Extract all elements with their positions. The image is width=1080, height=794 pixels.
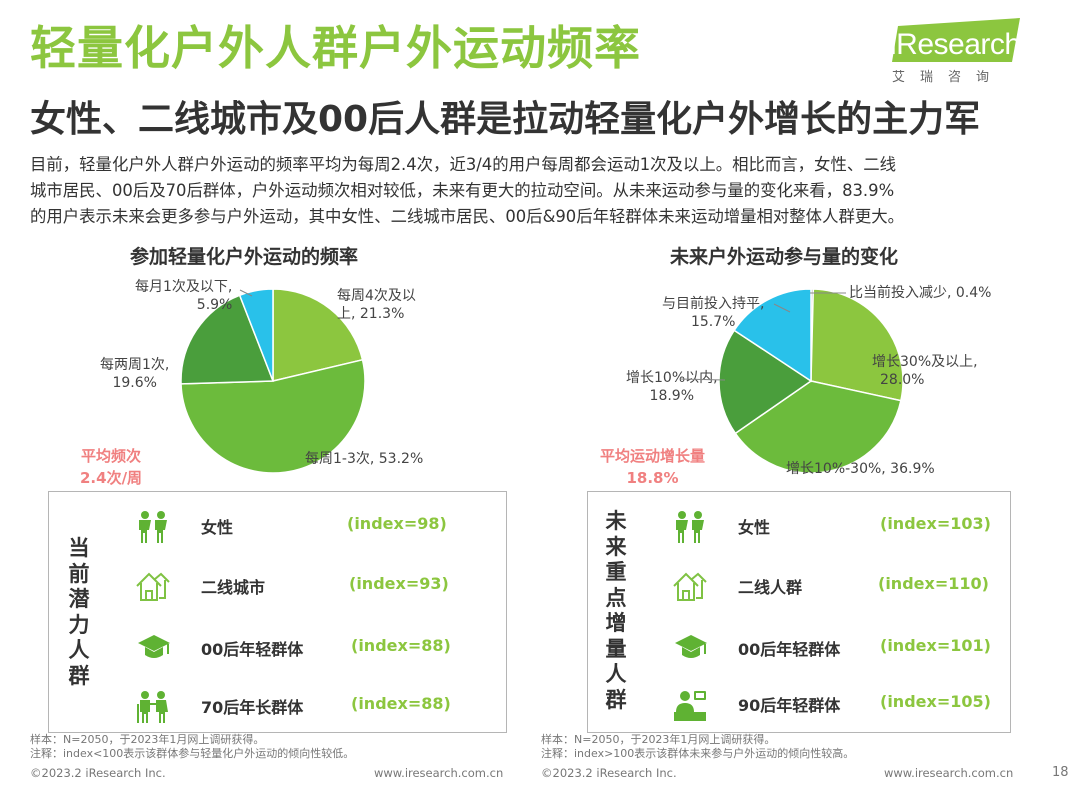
- women-icon: [676, 511, 704, 543]
- list-item: 70后年长群体 (index=88): [49, 690, 506, 723]
- group-label: 女性: [201, 518, 234, 537]
- group-label: 00后年轻群体: [738, 640, 841, 659]
- list-item: 90后年轻群体 (index=105): [588, 688, 1010, 721]
- intro-line: 的用户表示未来会更多参与户外运动，其中女性、二线城市居民、00后&90后年轻群体…: [30, 207, 905, 226]
- group-index: (index=103): [880, 514, 991, 533]
- page-number: 18: [1052, 765, 1069, 780]
- current-potential-panel: 当 前 潜 力 人 群 女性 (index=98) 二线城市 (index=93…: [48, 491, 507, 733]
- panel-vertical-title: 未 来 重 点 增 量 人 群: [605, 509, 627, 712]
- footer-url[interactable]: www.iresearch.com.cn: [884, 766, 1014, 780]
- iresearch-logo: iResearch 艾瑞咨询: [884, 18, 1026, 85]
- group-index: (index=88): [351, 636, 451, 655]
- slice-label: 每周4次及以 上, 21.3%: [337, 288, 416, 322]
- future-pie-chart: [718, 288, 904, 474]
- group-label: 90后年轻群体: [738, 696, 841, 715]
- list-item: 二线人群 (index=110): [588, 570, 1010, 601]
- pie-slice: [734, 380, 902, 474]
- slice-label: 每月1次及以下, 5.9%: [135, 279, 233, 313]
- average-growth-annotation: 平均运动增长量 18.8%: [600, 447, 706, 487]
- leader-line: [773, 303, 791, 313]
- house-icon: [136, 572, 170, 601]
- footer-url[interactable]: www.iresearch.com.cn: [374, 766, 504, 780]
- group-index: (index=93): [349, 574, 449, 593]
- intro-paragraph: 目前，轻量化户外人群户外运动的频率平均为每周2.4次，近3/4的用户每周都会运动…: [30, 152, 1030, 230]
- intro-line: 城市居民、00后及70后群体，户外运动频次相对较低，未来有更大的拉动空间。从未来…: [30, 181, 895, 200]
- leader-line: [679, 378, 726, 381]
- logo-wordmark: iResearch: [890, 28, 1021, 61]
- group-index: (index=88): [351, 694, 451, 713]
- pie-slice: [272, 288, 364, 382]
- frequency-pie-chart: [180, 288, 366, 474]
- list-item: 00后年轻群体 (index=88): [49, 632, 506, 662]
- pie-slice: [238, 288, 274, 382]
- slice-label: 与目前投入持平, 15.7%: [662, 296, 765, 330]
- slice-label: 增长10%-30%, 36.9%: [786, 461, 935, 477]
- intro-line: 目前，轻量化户外人群户外运动的频率平均为每周2.4次，近3/4的用户每周都会运动…: [30, 155, 897, 174]
- group-label: 二线人群: [738, 578, 803, 597]
- pie-slice: [810, 288, 904, 402]
- logo-banner-icon: [892, 18, 1020, 62]
- group-label: 00后年轻群体: [201, 640, 304, 659]
- slice-label: 每两周1次, 19.6%: [100, 357, 170, 391]
- slice-label: 每周1-3次, 53.2%: [305, 451, 424, 467]
- graduation-cap-icon: [675, 635, 707, 658]
- chart-title-future: 未来户外运动参与量的变化: [670, 246, 899, 268]
- list-item: 00后年轻群体 (index=101): [588, 632, 1010, 662]
- list-item: 女性 (index=98): [49, 510, 506, 543]
- office-worker-icon: [674, 691, 706, 721]
- group-label: 70后年长群体: [201, 698, 304, 717]
- index-note: 注释：index>100表示该群体未来参与户外运动的倾向性较高。: [541, 747, 855, 760]
- group-label: 女性: [738, 518, 771, 537]
- average-frequency-annotation: 平均频次 2.4次/周: [80, 447, 143, 487]
- page-title: 轻量化户外人群户外运动频率: [30, 21, 641, 75]
- graduation-cap-icon: [138, 635, 170, 658]
- future-increment-panel: 未 来 重 点 增 量 人 群 女性 (index=103) 二线人群 (ind…: [587, 491, 1011, 733]
- slice-label: 增长30%及以上, 28.0%: [872, 354, 978, 388]
- page-subtitle: 女性、二线城市及00后人群是拉动轻量化户外增长的主力军: [30, 99, 981, 140]
- footer-copyright: ©2023.2 iResearch Inc.: [30, 766, 166, 780]
- slice-label: 比当前投入减少, 0.4%: [849, 285, 992, 301]
- elderly-couple-icon: [137, 691, 168, 723]
- list-item: 二线城市 (index=93): [49, 570, 506, 601]
- chart-title-frequency: 参加轻量化户外运动的频率: [130, 246, 359, 268]
- pie-slice: [718, 329, 813, 435]
- pie-slice: [180, 358, 366, 474]
- women-icon: [139, 511, 167, 543]
- pie-slice: [733, 288, 812, 383]
- group-index: (index=105): [880, 692, 991, 711]
- footer-copyright: ©2023.2 iResearch Inc.: [541, 766, 677, 780]
- house-icon: [673, 572, 707, 601]
- logo-chinese: 艾瑞咨询: [892, 70, 1005, 85]
- group-index: (index=110): [878, 574, 989, 593]
- list-item: 女性 (index=103): [588, 510, 1010, 543]
- group-index: (index=101): [880, 636, 991, 655]
- group-label: 二线城市: [201, 578, 266, 597]
- group-index: (index=98): [347, 514, 447, 533]
- sample-note: 样本：N=2050，于2023年1月网上调研获得。: [30, 733, 265, 746]
- slice-label: 增长10%以内, 18.9%: [626, 370, 718, 404]
- index-note: 注释：index<100表示该群体参与轻量化户外运动的倾向性较低。: [30, 747, 355, 760]
- pie-slice: [180, 294, 275, 385]
- panel-vertical-title: 当 前 潜 力 人 群: [68, 536, 90, 688]
- sample-note: 样本：N=2050，于2023年1月网上调研获得。: [541, 733, 776, 746]
- leader-line: [239, 289, 253, 297]
